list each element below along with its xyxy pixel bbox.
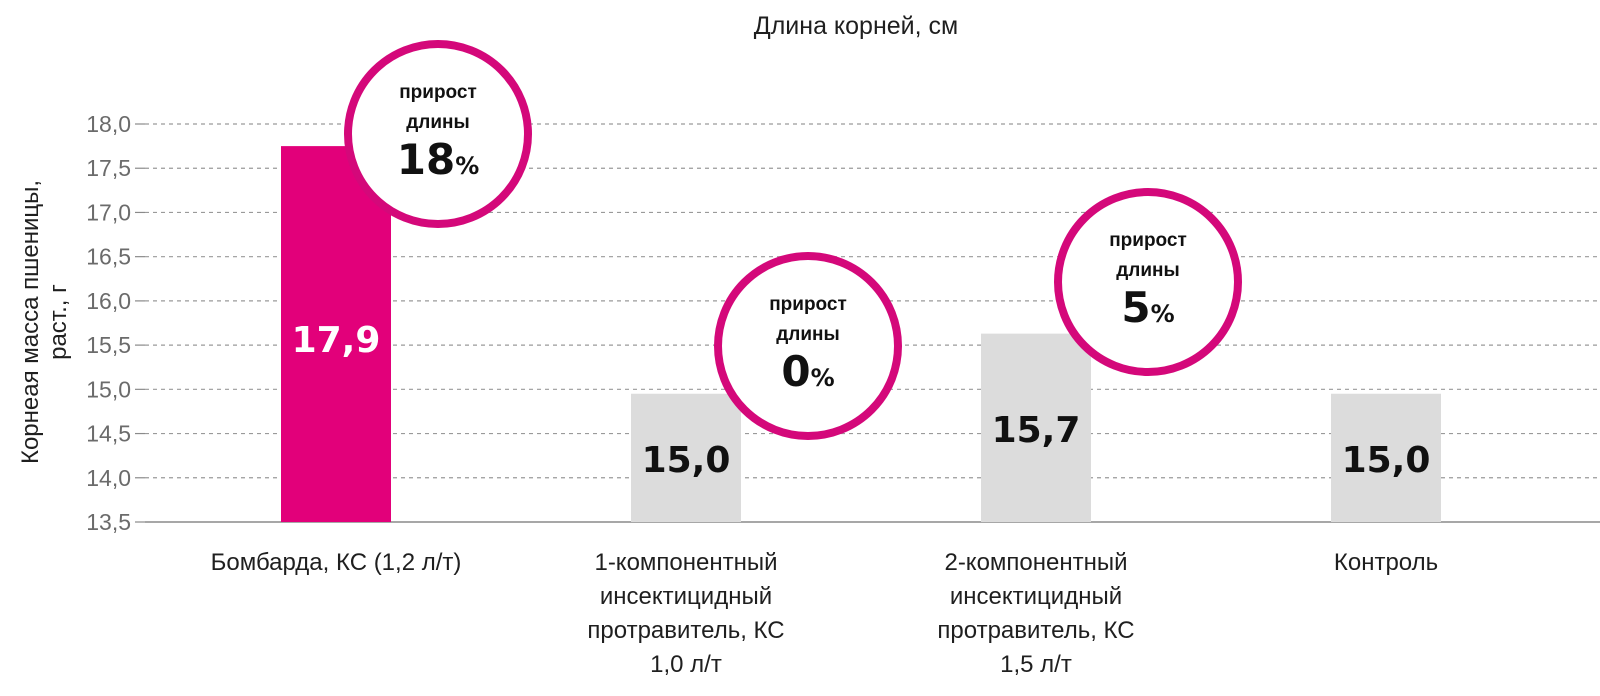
- bubble-label-line-1: прирост: [399, 82, 477, 103]
- bubble-value: 18%: [397, 135, 480, 184]
- y-tick-label: 16,5: [86, 244, 131, 270]
- bubble-percent-value: 5: [1121, 283, 1150, 332]
- bubble-value: 5%: [1121, 283, 1174, 332]
- bars: 17,9 15,0 15,7 15,0: [281, 146, 1441, 522]
- y-tick-label: 15,5: [86, 332, 131, 358]
- category-label-line: 2-компонентный: [944, 549, 1127, 576]
- bubble-label-line-2: длины: [776, 324, 840, 345]
- bubble-label-line-1: прирост: [769, 294, 847, 315]
- category-label-line: 1,5 л/т: [1000, 651, 1072, 678]
- growth-bubbles: приростдлины18%приростдлины0%приростдлин…: [344, 40, 1242, 440]
- category-labels: Бомбарда, КС (1,2 л/т) 1-компонентный инсе…: [211, 549, 1439, 678]
- bubble-circle: [344, 40, 532, 228]
- bar: [981, 333, 1091, 522]
- category-label-line: протравитель, КС: [587, 617, 784, 644]
- y-tick-labels: 18,0 17,5 17,0 16,5 16,0 15,5 15,0 14,5 14,0 13,5: [86, 111, 131, 535]
- category-label-line: инсектицидный: [950, 583, 1122, 610]
- y-tick-label: 14,5: [86, 421, 131, 447]
- bar-value-label: 15,0: [1342, 440, 1431, 481]
- y-tick-label: 18,0: [86, 111, 131, 137]
- bar: [1331, 393, 1441, 522]
- category-label-line: инсектицидный: [600, 583, 772, 610]
- bubble-label-line-1: прирост: [1109, 230, 1187, 251]
- y-tick-label: 14,0: [86, 465, 131, 491]
- y-tick-label: 15,0: [86, 376, 131, 402]
- bubble-percent-value: 0: [781, 347, 810, 396]
- bubble-value: 0%: [781, 347, 834, 396]
- y-tick-label: 17,5: [86, 155, 131, 181]
- bubble-percent-sign: %: [455, 152, 479, 180]
- y-tick-label: 16,0: [86, 288, 131, 314]
- bubble-circle: [714, 252, 902, 440]
- bar-value-label: 17,9: [292, 320, 381, 361]
- bar: [631, 393, 741, 522]
- category-label-line: Контроль: [1334, 549, 1438, 576]
- bar-value-label: 15,7: [992, 410, 1081, 451]
- bar-value-label: 15,0: [642, 440, 731, 481]
- bar: [281, 146, 391, 522]
- category-label-line: Бомбарда, КС (1,2 л/т): [211, 549, 462, 576]
- y-tick-label: 17,0: [86, 199, 131, 225]
- bubble-label-line-2: длины: [1116, 260, 1180, 281]
- category-label-line: 1-компонентный: [594, 549, 777, 576]
- bubble-percent-sign: %: [811, 364, 835, 392]
- category-label-line: 1,0 л/т: [650, 651, 722, 678]
- y-axis-label-line-2: раст., г: [45, 284, 72, 360]
- y-axis-label: Корнеая масса пшеницы, раст., г: [17, 180, 72, 464]
- y-tick-label: 13,5: [86, 509, 131, 535]
- bubble-percent-value: 18: [397, 135, 455, 184]
- bubble-circle: [1054, 188, 1242, 376]
- bubble-label-line-2: длины: [406, 112, 470, 133]
- chart-title: Длина корней, см: [754, 12, 958, 40]
- bubble-percent-sign: %: [1151, 300, 1175, 328]
- category-label-line: протравитель, КС: [937, 617, 1134, 644]
- y-axis-label-line-1: Корнеая масса пшеницы,: [17, 180, 44, 464]
